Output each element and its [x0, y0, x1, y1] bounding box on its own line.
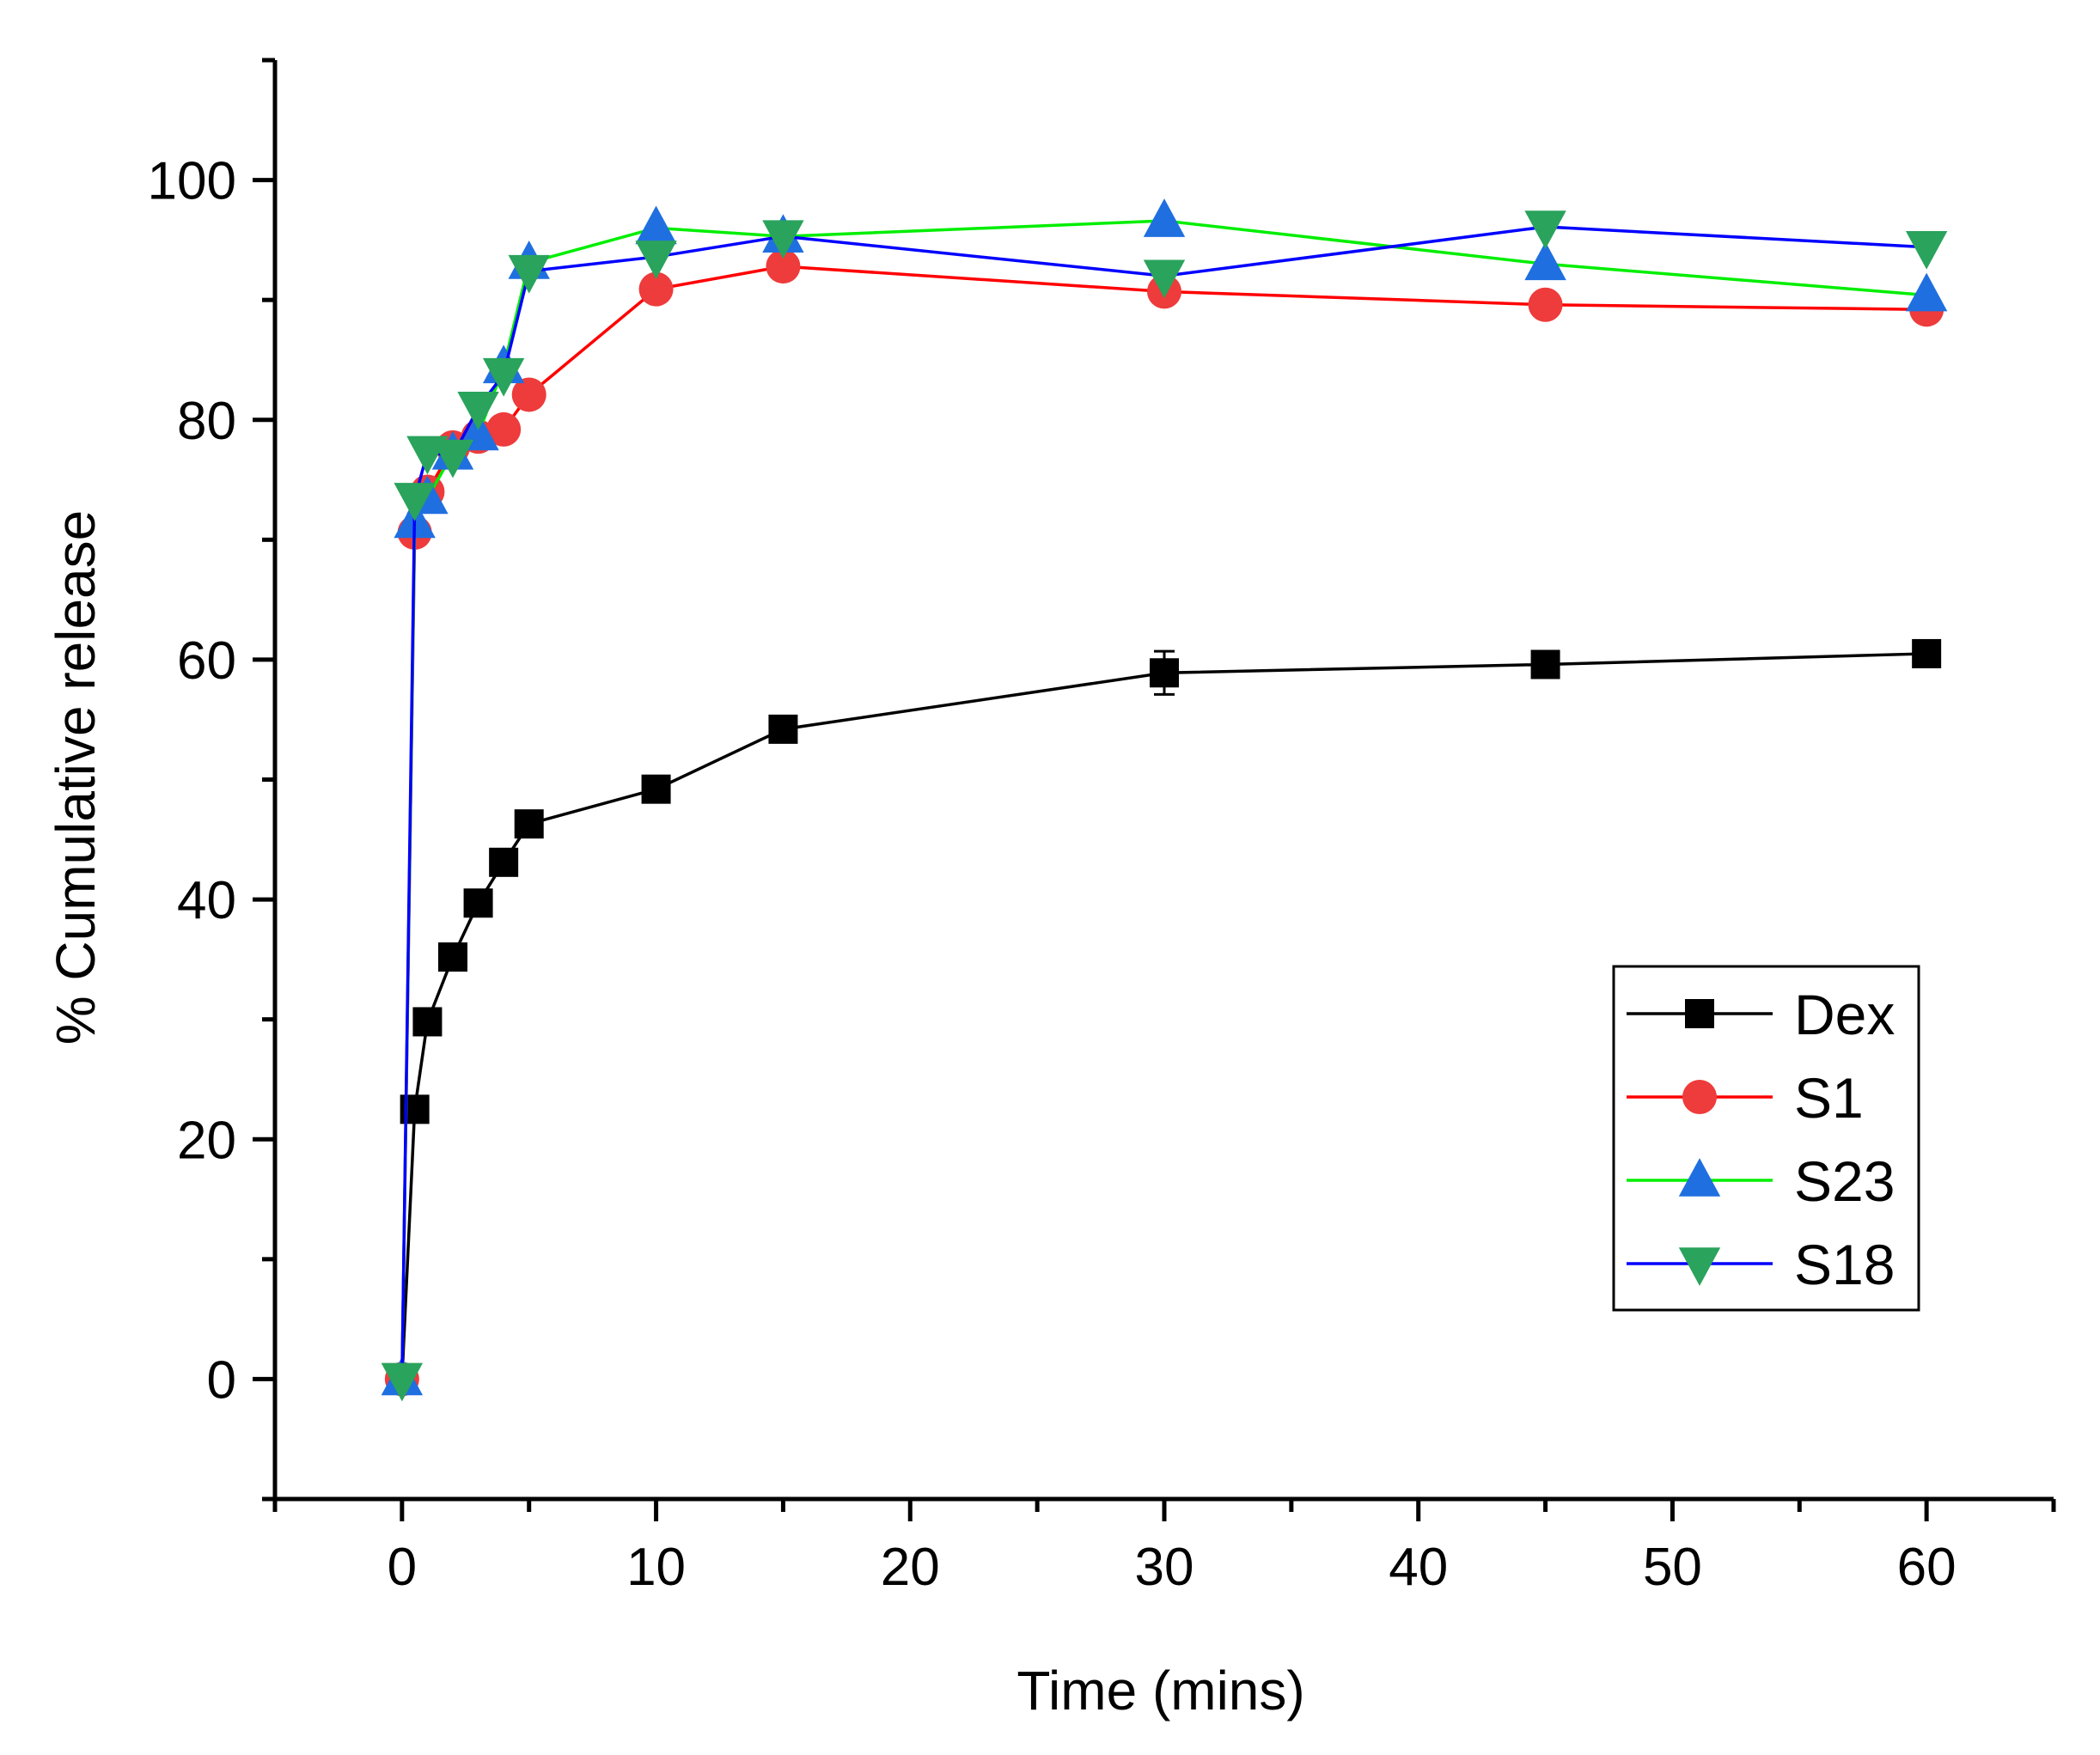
series-s18 — [381, 210, 1948, 1402]
legend-marker — [1678, 1158, 1721, 1197]
data-point — [412, 1007, 443, 1037]
legend-label: S23 — [1794, 1149, 1895, 1213]
data-point — [489, 847, 519, 877]
y-tick-label: 20 — [177, 1111, 236, 1170]
data-point — [1905, 272, 1948, 312]
legend-label: S18 — [1794, 1233, 1895, 1296]
x-tick-label: 0 — [388, 1538, 417, 1597]
data-point — [638, 271, 674, 307]
data-point — [1150, 658, 1179, 688]
x-axis-title: Time (mins) — [1016, 1660, 1304, 1721]
data-point — [766, 249, 801, 284]
data-point — [1143, 259, 1186, 299]
data-point — [635, 241, 677, 279]
y-tick-label: 60 — [177, 631, 236, 691]
data-point — [394, 483, 436, 521]
data-point — [486, 411, 522, 447]
y-tick-label: 40 — [177, 871, 236, 930]
data-point — [1143, 198, 1186, 237]
data-point — [1912, 638, 1942, 668]
data-point — [381, 1362, 424, 1402]
data-point — [1524, 241, 1566, 281]
x-tick-label: 50 — [1643, 1538, 1702, 1597]
data-point — [768, 714, 798, 744]
legend-item-s18: S18 — [1627, 1233, 1895, 1296]
legend-item-s23: S23 — [1627, 1149, 1895, 1213]
series-layer — [381, 198, 1948, 1402]
x-tick-label: 10 — [626, 1538, 686, 1597]
x-tick-label: 20 — [881, 1538, 940, 1597]
data-point — [508, 254, 550, 294]
data-point — [514, 809, 544, 839]
data-point — [463, 888, 493, 918]
data-point — [431, 439, 474, 478]
data-point — [641, 774, 671, 804]
y-tick-label: 0 — [207, 1350, 236, 1410]
data-point — [1524, 210, 1566, 249]
legend-box — [1612, 965, 1920, 1312]
data-point — [635, 205, 677, 245]
data-point — [511, 377, 546, 412]
data-point — [1530, 649, 1560, 679]
y-tick-label: 100 — [148, 152, 236, 211]
y-axis-title: % Cumulative release — [45, 510, 107, 1045]
legend-marker — [1678, 1247, 1721, 1286]
legend-marker — [1685, 999, 1714, 1028]
legend-label: S1 — [1794, 1066, 1864, 1130]
x-tick-label: 60 — [1897, 1538, 1957, 1597]
y-axis-ticks: 0 20 40 60 80 100 — [148, 58, 275, 1502]
series-dex — [387, 638, 1942, 1394]
x-tick-label: 30 — [1135, 1538, 1194, 1597]
x-tick-label: 40 — [1389, 1538, 1448, 1597]
data-point — [1905, 230, 1948, 270]
legend-item-s1: S1 — [1627, 1066, 1864, 1130]
data-point — [438, 942, 467, 972]
data-point — [762, 220, 804, 259]
legend-label: Dex — [1794, 983, 1895, 1046]
legend-item-dex: Dex — [1627, 983, 1895, 1046]
data-point — [482, 357, 525, 397]
legend-marker — [1682, 1080, 1717, 1114]
y-tick-label: 80 — [177, 392, 236, 451]
data-point — [1528, 287, 1563, 322]
x-axis-ticks: 0 10 20 30 40 50 60 — [272, 1499, 2056, 1597]
data-point — [457, 391, 499, 430]
legend: Dex S1 S23 S18 — [1612, 965, 1920, 1312]
